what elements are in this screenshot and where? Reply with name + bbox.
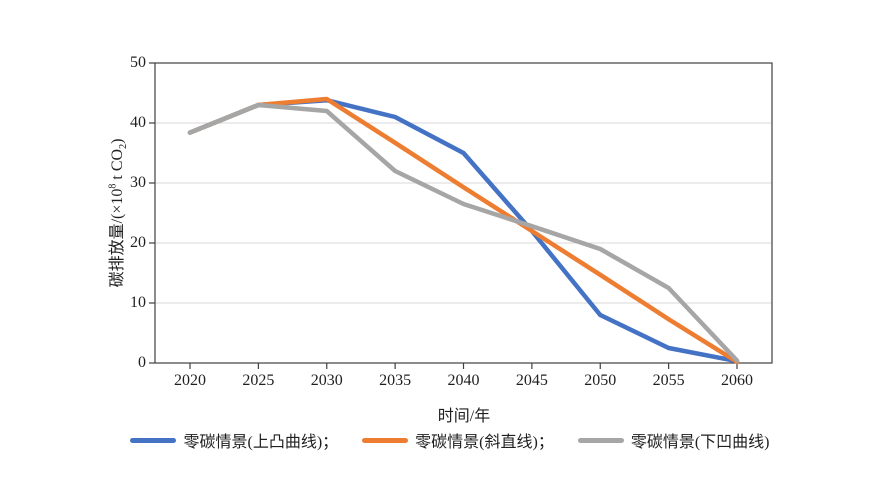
y-axis-title-unit: t CO	[108, 148, 126, 184]
y-axis-title-text: 碳排放量/(×10	[108, 188, 126, 288]
x-tick-label-2020: 2020	[174, 372, 206, 389]
legend-item-1: 零碳情景(斜直线)；	[362, 428, 554, 452]
legend-label-0: 零碳情景(上凸曲线)；	[183, 434, 339, 451]
x-tick-label-2055: 2055	[652, 372, 685, 389]
x-tick-label-2050: 2050	[584, 372, 617, 389]
x-tick-label-2060: 2060	[721, 372, 753, 389]
y-tick-label-50: 50	[130, 54, 146, 71]
x-tick-label-2035: 2035	[379, 372, 412, 389]
y-axis-title-close: )	[108, 138, 126, 144]
legend-item-0: 零碳情景(上凸曲线)；	[130, 428, 338, 452]
y-tick-label-10: 10	[130, 294, 146, 311]
y-tick-label-20: 20	[130, 234, 146, 251]
y-tick-label-0: 0	[138, 354, 146, 371]
x-tick-label-2025: 2025	[242, 372, 275, 389]
x-tick-label-2040: 2040	[447, 372, 480, 389]
series-line-0	[187, 97, 740, 364]
series-line-2	[187, 102, 740, 363]
legend-swatch-1	[362, 437, 409, 443]
x-tick-label-2045: 2045	[515, 372, 548, 389]
y-axis-title-superscript: 8	[107, 183, 119, 189]
x-tick-label-2030: 2030	[310, 372, 343, 389]
legend-swatch-2	[577, 437, 624, 443]
chart-legend: 零碳情景(上凸曲线)； 零碳情景(斜直线)； 零碳情景(下凹曲线)	[120, 428, 780, 452]
y-axis-title-subscript: 2	[118, 143, 130, 149]
legend-label-1: 零碳情景(斜直线)；	[415, 434, 554, 451]
legend-item-2: 零碳情景(下凹曲线)	[577, 428, 770, 452]
series-line-1	[187, 96, 740, 365]
y-tick-label-40: 40	[130, 114, 146, 131]
y-axis-title: 碳排放量/(×108 t CO2)	[103, 138, 130, 288]
legend-label-2: 零碳情景(下凹曲线)	[630, 434, 770, 451]
x-axis-title: 时间/年	[437, 408, 491, 425]
legend-swatch-0	[130, 437, 177, 443]
y-tick-label-30: 30	[130, 174, 146, 191]
